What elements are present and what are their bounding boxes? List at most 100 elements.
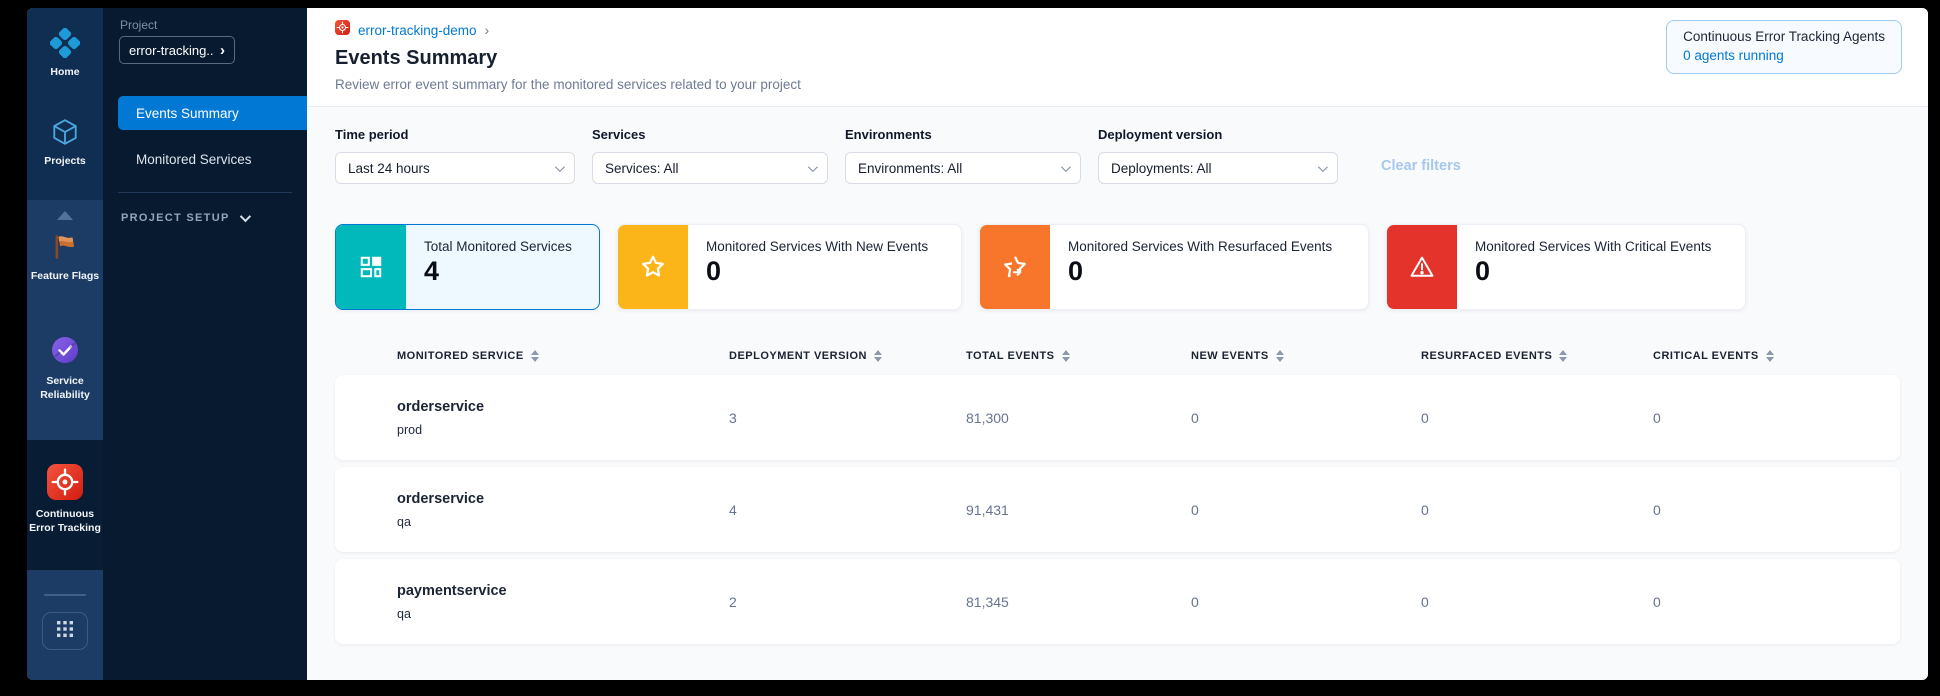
critical-events-value: 0 [1653,594,1900,610]
apps-grid-button[interactable] [42,612,88,650]
agents-status-box: Continuous Error Tracking Agents 0 agent… [1666,20,1902,74]
column-header-total-events: TOTAL EVENTS [966,350,1055,362]
project-icon [335,20,350,40]
sidebar-bottom-section [27,570,103,680]
card-title: Total Monitored Services [424,239,572,254]
sidebar-item-label: Service Reliability [29,374,101,402]
project-section-label: Project [120,18,157,32]
resurfaced-events-value: 0 [1421,410,1653,426]
card-value: 0 [1475,258,1711,285]
nav-item-label: Monitored Services [136,152,252,167]
deployments-dropdown[interactable]: Deployments: All [1098,152,1338,184]
table-row[interactable]: paymentservice qa 2 81,345 0 0 0 [335,559,1900,644]
table-header-row: MONITORED SERVICE DEPLOYMENT VERSION TOT… [335,350,1900,362]
project-setup-label: PROJECT SETUP [121,212,230,224]
filter-services: Services Services: All [592,127,828,184]
app-window: Home Projects Feature Flags S [27,8,1928,680]
clear-filters-button[interactable]: Clear filters [1381,158,1461,174]
service-name: orderservice [397,491,729,507]
sidebar-item-label: Home [50,65,79,79]
sort-icon[interactable] [531,350,539,362]
filter-label: Services [592,127,828,142]
home-icon [50,28,80,58]
sort-icon[interactable] [1559,350,1567,362]
filters-bar: Time period Last 24 hours Services Servi… [307,107,1928,184]
card-critical-events[interactable]: Monitored Services With Critical Events … [1386,224,1746,310]
star-icon [618,225,688,309]
column-header-critical-events: CRITICAL EVENTS [1653,350,1759,362]
column-header-monitored-service: MONITORED SERVICE [397,350,524,362]
project-nav-panel: Project error-tracking... › Events Summa… [103,8,307,680]
column-header-deployment-version: DEPLOYMENT VERSION [729,350,867,362]
nav-item-events-summary[interactable]: Events Summary [118,96,307,130]
service-environment: qa [397,607,729,621]
sort-icon[interactable] [1062,350,1070,362]
card-total-monitored-services[interactable]: Total Monitored Services 4 [335,224,600,310]
sidebar-item-projects[interactable]: Projects [27,109,103,176]
summary-cards: Total Monitored Services 4 Monitored Ser… [307,184,1928,310]
sidebar-selected-module-section: Continuous Error Tracking [27,440,103,570]
chevron-down-icon [808,162,818,172]
card-resurfaced-events[interactable]: Monitored Services With Resurfaced Event… [979,224,1369,310]
filter-label: Deployment version [1098,127,1338,142]
sidebar-item-feature-flags[interactable]: Feature Flags [27,224,103,291]
sidebar-divider [44,594,86,596]
service-name: orderservice [397,399,729,415]
dropdown-value: Services: All [605,161,679,176]
chevron-right-icon: › [485,22,490,38]
agents-box-title: Continuous Error Tracking Agents [1683,29,1885,44]
breadcrumb-project-link[interactable]: error-tracking-demo [358,23,477,38]
sort-icon[interactable] [874,350,882,362]
card-new-events[interactable]: Monitored Services With New Events 0 [617,224,962,310]
card-value: 4 [424,258,572,285]
table-row[interactable]: orderservice prod 3 81,300 0 0 0 [335,375,1900,460]
time-period-dropdown[interactable]: Last 24 hours [335,152,575,184]
project-selector[interactable]: error-tracking... › [119,36,235,64]
filter-label: Time period [335,127,575,142]
card-value: 0 [1068,258,1332,285]
column-header-resurfaced-events: RESURFACED EVENTS [1421,350,1552,362]
table-row[interactable]: orderservice qa 4 91,431 0 0 0 [335,467,1900,552]
projects-icon [50,117,80,147]
total-events-value: 81,345 [966,594,1191,610]
card-title: Monitored Services With New Events [706,239,928,254]
sidebar-modules-section: Feature Flags Service Reliability [27,200,103,440]
scroll-up-icon[interactable] [27,200,103,224]
sort-icon[interactable] [1766,350,1774,362]
filter-time-period: Time period Last 24 hours [335,127,575,184]
service-reliability-icon [48,333,82,367]
sidebar-item-label: Feature Flags [31,269,99,283]
total-events-value: 91,431 [966,502,1191,518]
card-title: Monitored Services With Critical Events [1475,239,1711,254]
new-events-value: 0 [1191,594,1421,610]
chevron-down-icon [1318,162,1328,172]
grid-dashboard-icon [336,225,406,309]
services-dropdown[interactable]: Services: All [592,152,828,184]
nav-item-monitored-services[interactable]: Monitored Services [103,142,307,176]
environments-dropdown[interactable]: Environments: All [845,152,1081,184]
project-selector-value: error-tracking... [129,43,214,58]
feature-flags-icon [50,232,80,262]
agents-running-link[interactable]: 0 agents running [1683,48,1885,63]
sidebar-item-home[interactable]: Home [27,20,103,87]
apps-grid-icon [56,620,74,643]
sidebar-item-continuous-error-tracking[interactable]: Continuous Error Tracking [27,456,103,543]
chevron-down-icon [239,211,250,222]
new-events-value: 0 [1191,410,1421,426]
main-content: error-tracking-demo › Events Summary Rev… [307,8,1928,680]
sidebar-item-label: Continuous Error Tracking [29,507,101,535]
nav-item-label: Events Summary [136,106,239,121]
dropdown-value: Environments: All [858,161,962,176]
chevron-down-icon [1061,162,1071,172]
critical-events-value: 0 [1653,410,1900,426]
project-setup-toggle[interactable]: PROJECT SETUP [121,212,248,224]
page-header: error-tracking-demo › Events Summary Rev… [307,8,1928,107]
critical-events-value: 0 [1653,502,1900,518]
error-tracking-icon [47,464,83,500]
sort-icon[interactable] [1276,350,1284,362]
sidebar-item-service-reliability[interactable]: Service Reliability [27,325,103,410]
service-environment: prod [397,423,729,437]
sidebar-item-label: Projects [44,154,85,168]
filter-environments: Environments Environments: All [845,127,1081,184]
module-sidebar: Home Projects Feature Flags S [27,8,103,680]
